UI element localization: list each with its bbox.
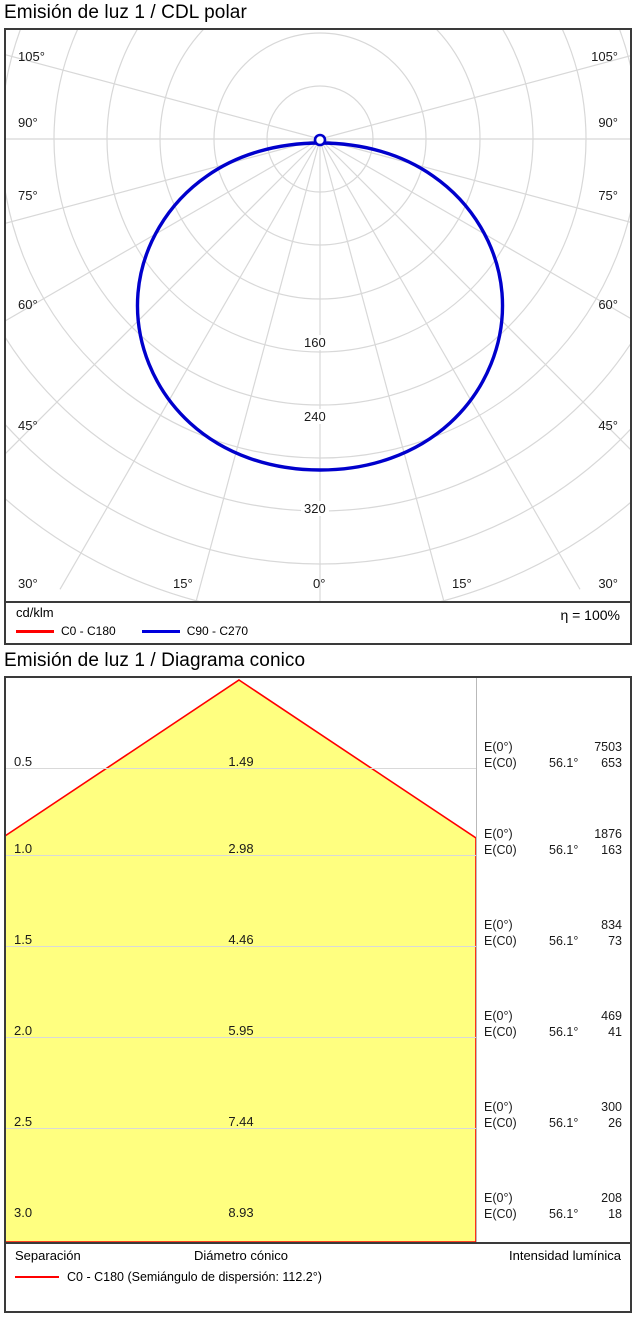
polar-angle-label-right-75: 75° — [598, 188, 618, 203]
conic-footer-panel: Separación Diámetro cónico Intensidad lu… — [4, 1244, 632, 1313]
conic-cone-svg — [6, 679, 476, 1242]
intensity-angle-ec0-0: 56.1° — [549, 756, 579, 770]
polar-chart-panel: 105° 90° 75° 60° 45° 30° 105° 90° 75° 60… — [4, 28, 632, 603]
conic-footer-diameter-header: Diámetro cónico — [194, 1248, 288, 1263]
conic-diameter-label-0: 1.49 — [228, 754, 254, 769]
intensity-value-e0-1: 1876 — [594, 827, 622, 841]
conic-diameter-label-2: 4.46 — [228, 932, 254, 947]
conic-panel-divider — [476, 678, 477, 1242]
conic-cone-area: 0.5 1.0 1.5 2.0 2.5 3.0 1.49 2.98 4.46 5… — [6, 678, 476, 1242]
intensity-angle-ec0-4: 56.1° — [549, 1116, 579, 1130]
polar-angle-label-bottom-0: 0° — [313, 576, 326, 591]
intensity-angle-ec0-2: 56.1° — [549, 934, 579, 948]
polar-angle-label-right-60: 60° — [598, 297, 618, 312]
conic-separation-label-5: 3.0 — [14, 1205, 33, 1220]
intensity-value-ec0-0: 653 — [601, 756, 622, 770]
intensity-key-e0-2: E(0°) — [484, 918, 513, 932]
intensity-value-ec0-2: 73 — [608, 934, 622, 948]
intensity-key-ec0-4: E(C0) — [484, 1116, 517, 1130]
intensity-value-e0-5: 208 — [601, 1191, 622, 1205]
polar-angle-label-right-105: 105° — [591, 49, 618, 64]
intensity-angle-ec0-1: 56.1° — [549, 843, 579, 857]
intensity-key-ec0-1: E(C0) — [484, 843, 517, 857]
intensity-key-ec0-2: E(C0) — [484, 934, 517, 948]
polar-grid-spokes — [6, 54, 630, 601]
intensity-key-e0-5: E(0°) — [484, 1191, 513, 1205]
polar-radial-label-160: 160 — [301, 335, 329, 350]
polar-legend-panel: cd/klm η = 100% C0 - C180 C90 - C270 — [4, 603, 632, 645]
conic-diagram-panel: 0.5 1.0 1.5 2.0 2.5 3.0 1.49 2.98 4.46 5… — [4, 676, 632, 1244]
polar-angle-label-left-105: 105° — [18, 49, 45, 64]
polar-unit-label: cd/klm — [16, 605, 54, 620]
intensity-value-e0-4: 300 — [601, 1100, 622, 1114]
conic-gridline-1 — [6, 855, 476, 856]
conic-footer-separation-header: Separación — [15, 1248, 81, 1263]
polar-angle-label-right-45: 45° — [598, 418, 618, 433]
intensity-angle-ec0-5: 56.1° — [549, 1207, 579, 1221]
legend-label-c0-c180: C0 - C180 — [61, 624, 116, 638]
polar-angle-label-right-90: 90° — [598, 115, 618, 130]
conic-diameter-label-4: 7.44 — [228, 1114, 254, 1129]
polar-angle-label-left-45: 45° — [18, 418, 38, 433]
polar-angle-label-left-30: 30° — [18, 576, 38, 591]
intensity-key-ec0-5: E(C0) — [484, 1207, 517, 1221]
conic-gridline-0 — [6, 768, 476, 769]
intensity-value-e0-0: 7503 — [594, 740, 622, 754]
conic-diameter-label-5: 8.93 — [228, 1205, 254, 1220]
polar-section-title: Emisión de luz 1 / CDL polar — [4, 2, 247, 23]
polar-angle-label-bottom-15r: 15° — [452, 576, 472, 591]
intensity-key-e0-0: E(0°) — [484, 740, 513, 754]
conic-diameter-label-1: 2.98 — [228, 841, 254, 856]
polar-angle-label-bottom-15l: 15° — [173, 576, 193, 591]
conic-intensity-area: E(0°) 7503 E(C0) 56.1° 653 E(0°) 1876 E(… — [477, 678, 630, 1242]
cone-beam-shape — [6, 679, 476, 1242]
polar-curve-c90-c270 — [135, 141, 505, 472]
luminaire-marker-icon — [313, 133, 327, 147]
conic-separation-label-4: 2.5 — [14, 1114, 33, 1129]
legend-entry-c0-c180: C0 - C180 — [16, 624, 116, 638]
polar-angle-label-left-60: 60° — [18, 297, 38, 312]
intensity-value-ec0-5: 18 — [608, 1207, 622, 1221]
conic-gridline-2 — [6, 946, 476, 947]
polar-angle-label-left-75: 75° — [18, 188, 38, 203]
intensity-key-e0-3: E(0°) — [484, 1009, 513, 1023]
polar-angle-label-left-90: 90° — [18, 115, 38, 130]
legend-entry-c90-c270: C90 - C270 — [141, 624, 249, 638]
intensity-value-ec0-1: 163 — [601, 843, 622, 857]
legend-swatch-red-icon — [16, 629, 54, 633]
conic-footer-legend: C0 - C180 (Semiángulo de dispersión: 112… — [15, 1270, 322, 1284]
intensity-key-e0-4: E(0°) — [484, 1100, 513, 1114]
conic-footer-intensity-header: Intensidad lumínica — [508, 1248, 621, 1263]
intensity-value-ec0-3: 41 — [608, 1025, 622, 1039]
intensity-value-e0-3: 469 — [601, 1009, 622, 1023]
intensity-value-e0-2: 834 — [601, 918, 622, 932]
polar-angle-label-right-30: 30° — [598, 576, 618, 591]
polar-legend-row: C0 - C180 C90 - C270 — [16, 624, 274, 638]
intensity-value-ec0-4: 26 — [608, 1116, 622, 1130]
polar-radial-label-320: 320 — [301, 501, 329, 516]
conic-gridline-3 — [6, 1037, 476, 1038]
intensity-angle-ec0-3: 56.1° — [549, 1025, 579, 1039]
conic-diameter-label-3: 5.95 — [228, 1023, 254, 1038]
conic-section-title: Emisión de luz 1 / Diagrama conico — [4, 650, 306, 671]
conic-separation-label-2: 1.5 — [14, 932, 33, 947]
legend-swatch-blue-icon — [141, 629, 180, 633]
conic-separation-label-3: 2.0 — [14, 1023, 33, 1038]
polar-plot-area: 105° 90° 75° 60° 45° 30° 105° 90° 75° 60… — [6, 30, 630, 601]
conic-separation-label-0: 0.5 — [14, 754, 33, 769]
conic-separation-label-1: 1.0 — [14, 841, 33, 856]
conic-legend-swatch-red-icon — [15, 1276, 59, 1278]
intensity-key-ec0-0: E(C0) — [484, 756, 517, 770]
conic-legend-label: C0 - C180 (Semiángulo de dispersión: 112… — [67, 1270, 322, 1284]
conic-gridline-4 — [6, 1128, 476, 1129]
intensity-key-ec0-3: E(C0) — [484, 1025, 517, 1039]
polar-efficiency-label: η = 100% — [560, 607, 620, 623]
polar-radial-label-240: 240 — [301, 409, 329, 424]
legend-label-c90-c270: C90 - C270 — [186, 624, 249, 638]
intensity-key-e0-1: E(0°) — [484, 827, 513, 841]
